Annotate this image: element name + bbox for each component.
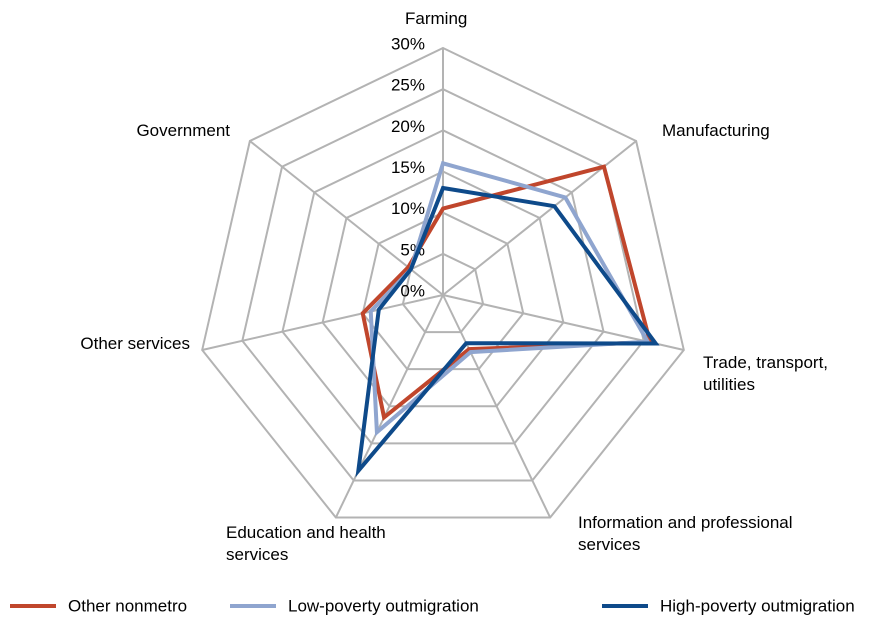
series-line [355,185,660,478]
grid-ring [321,170,565,408]
tick-label: 10% [391,199,425,218]
tick-label: 25% [391,76,425,95]
category-label: Education and health services [226,523,386,564]
tick-label: 0% [400,281,425,300]
spoke [201,294,444,351]
tick-label: 30% [391,34,425,53]
category-label: Manufacturing [662,121,770,140]
category-label: Information and professional services [578,513,793,554]
legend-label: Low-poverty outmigration [288,596,479,615]
category-label: Trade, transport, utilities [703,353,829,394]
series-line [360,164,653,422]
grid-ring [401,252,485,334]
category-label: Farming [405,9,468,28]
spoke [334,294,444,518]
tick-label: 15% [391,158,425,177]
spoke [442,294,552,518]
legend-label: Other nonmetro [68,596,187,615]
legend-label: High-poverty outmigration [660,596,855,615]
category-label: Government [136,121,230,140]
category-label: Other services [80,334,190,353]
grid-ring [201,46,685,519]
tick-label: 20% [391,117,425,136]
